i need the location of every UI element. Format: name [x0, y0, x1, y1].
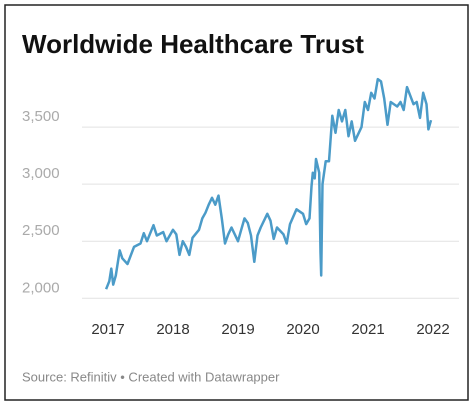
y-tick-label: 3,000 — [22, 165, 60, 182]
x-tick-label: 2021 — [351, 321, 384, 338]
x-tick-label: 2019 — [221, 321, 254, 338]
y-tick-label: 2,500 — [22, 222, 60, 239]
x-tick-label: 2018 — [156, 321, 189, 338]
y-tick-label: 3,500 — [22, 108, 60, 125]
x-tick-label: 2022 — [416, 321, 449, 338]
line — [104, 77, 433, 290]
frame — [4, 4, 469, 401]
x-tick-label: 2017 — [91, 321, 124, 338]
y-tick-label: 2,000 — [22, 279, 60, 296]
source: Source: Refinitiv • Created with Datawra… — [22, 369, 280, 384]
chart-title: Worldwide Healthcare Trust — [22, 29, 364, 59]
x-tick-label: 2020 — [286, 321, 319, 338]
